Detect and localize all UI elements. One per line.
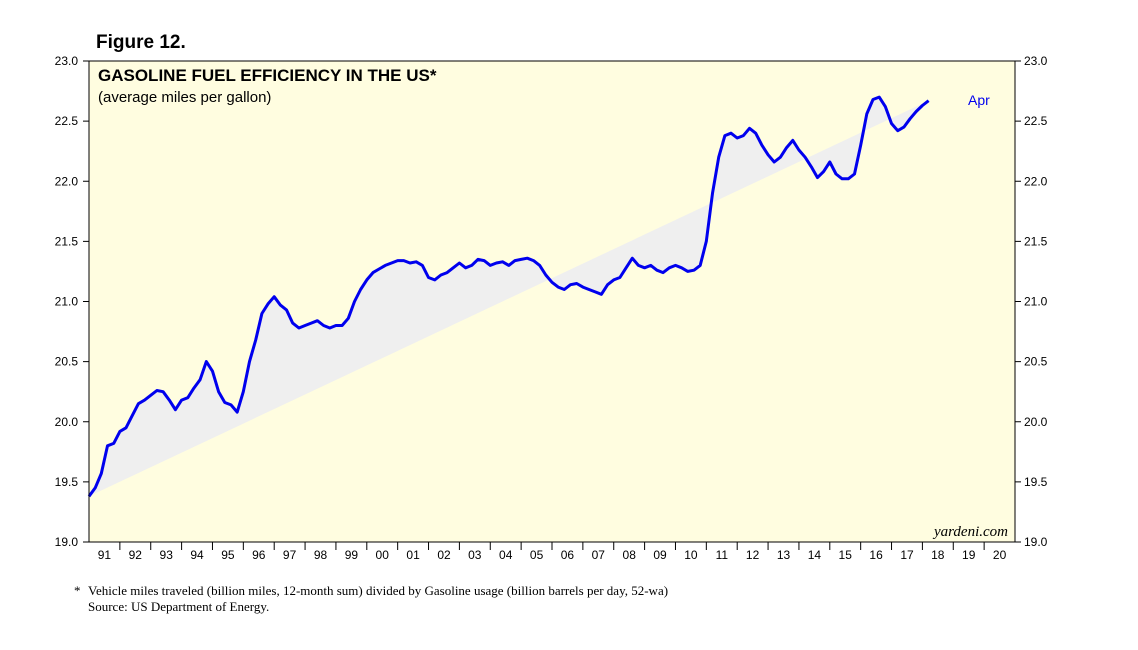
y-tick-label-left: 21.5 <box>55 234 79 248</box>
x-tick-label: 07 <box>592 548 606 562</box>
area-group <box>89 97 929 497</box>
x-tick-label: 11 <box>716 548 729 562</box>
footnote: * Vehicle miles traveled (billion miles,… <box>74 583 668 615</box>
x-tick-label: 15 <box>839 548 853 562</box>
y-tick-label-left: 19.0 <box>55 535 79 549</box>
chart-title: GASOLINE FUEL EFFICIENCY IN THE US* <box>98 66 437 85</box>
footnote-source: Source: US Department of Energy. <box>88 599 270 614</box>
y-tick-label-right: 22.5 <box>1024 114 1048 128</box>
end-label: Apr <box>968 92 990 108</box>
y-tick-label-left: 22.0 <box>55 174 79 188</box>
x-tick-label: 00 <box>376 548 390 562</box>
y-tick-label-right: 21.0 <box>1024 295 1048 309</box>
x-tick-label: 20 <box>993 548 1007 562</box>
right-axis: 19.0 19.5 20.0 20.5 21.0 21.5 22.0 22.5 23.0 <box>1015 54 1048 549</box>
x-tick-label: 13 <box>777 548 791 562</box>
x-tick-label: 97 <box>283 548 297 562</box>
x-axis: 91 92 93 94 95 96 97 98 99 00 01 02 03 04 05 06 07 08 09 10… <box>98 542 1007 562</box>
line-group <box>87 95 930 498</box>
x-tick-label: 06 <box>561 548 575 562</box>
left-axis: 19.0 19.5 20.0 20.5 21.0 21.5 22.0 22.5 23.0 <box>55 54 89 549</box>
y-tick-label-left: 21.0 <box>55 295 79 309</box>
x-tick-label: 98 <box>314 548 328 562</box>
x-tick-label: 91 <box>98 548 112 562</box>
series-line <box>87 95 930 498</box>
y-tick-label-left: 23.0 <box>55 54 79 68</box>
y-tick-label-left: 19.5 <box>55 475 79 489</box>
x-tick-label: 12 <box>746 548 760 562</box>
y-tick-label-left: 20.5 <box>55 355 79 369</box>
y-tick-label-right: 19.5 <box>1024 475 1048 489</box>
y-tick-label-left: 22.5 <box>55 114 79 128</box>
x-tick-label: 16 <box>869 548 883 562</box>
y-tick-label-right: 19.0 <box>1024 535 1048 549</box>
y-tick-label-left: 20.0 <box>55 415 79 429</box>
x-tick-label: 08 <box>623 548 637 562</box>
plot-background <box>89 61 1015 542</box>
y-tick-label-right: 21.5 <box>1024 234 1048 248</box>
x-tick-label: 03 <box>468 548 482 562</box>
x-tick-label: 18 <box>931 548 945 562</box>
y-tick-label-right: 23.0 <box>1024 54 1048 68</box>
x-tick-label: 19 <box>962 548 976 562</box>
series-area <box>89 97 929 497</box>
x-tick-label: 09 <box>653 548 667 562</box>
x-tick-label: 14 <box>808 548 822 562</box>
footnote-marker: * <box>74 583 81 598</box>
figure-label: Figure 12. <box>96 32 186 53</box>
x-tick-label: 10 <box>684 548 698 562</box>
watermark: yardeni.com <box>932 524 1008 540</box>
x-tick-label: 93 <box>160 548 174 562</box>
y-tick-label-right: 20.0 <box>1024 415 1048 429</box>
x-tick-label: 95 <box>221 548 235 562</box>
chart-subtitle: (average miles per gallon) <box>98 89 271 106</box>
x-tick-label: 02 <box>437 548 451 562</box>
footnote-text: Vehicle miles traveled (billion miles, 1… <box>88 583 669 598</box>
x-tick-label: 01 <box>406 548 420 562</box>
x-tick-label: 94 <box>190 548 204 562</box>
x-tick-label: 05 <box>530 548 544 562</box>
x-tick-label: 99 <box>345 548 359 562</box>
x-tick-label: 04 <box>499 548 513 562</box>
x-tick-label: 96 <box>252 548 266 562</box>
y-tick-label-right: 22.0 <box>1024 174 1048 188</box>
x-tick-label: 92 <box>129 548 143 562</box>
x-tick-label: 17 <box>900 548 914 562</box>
y-tick-label-right: 20.5 <box>1024 355 1048 369</box>
